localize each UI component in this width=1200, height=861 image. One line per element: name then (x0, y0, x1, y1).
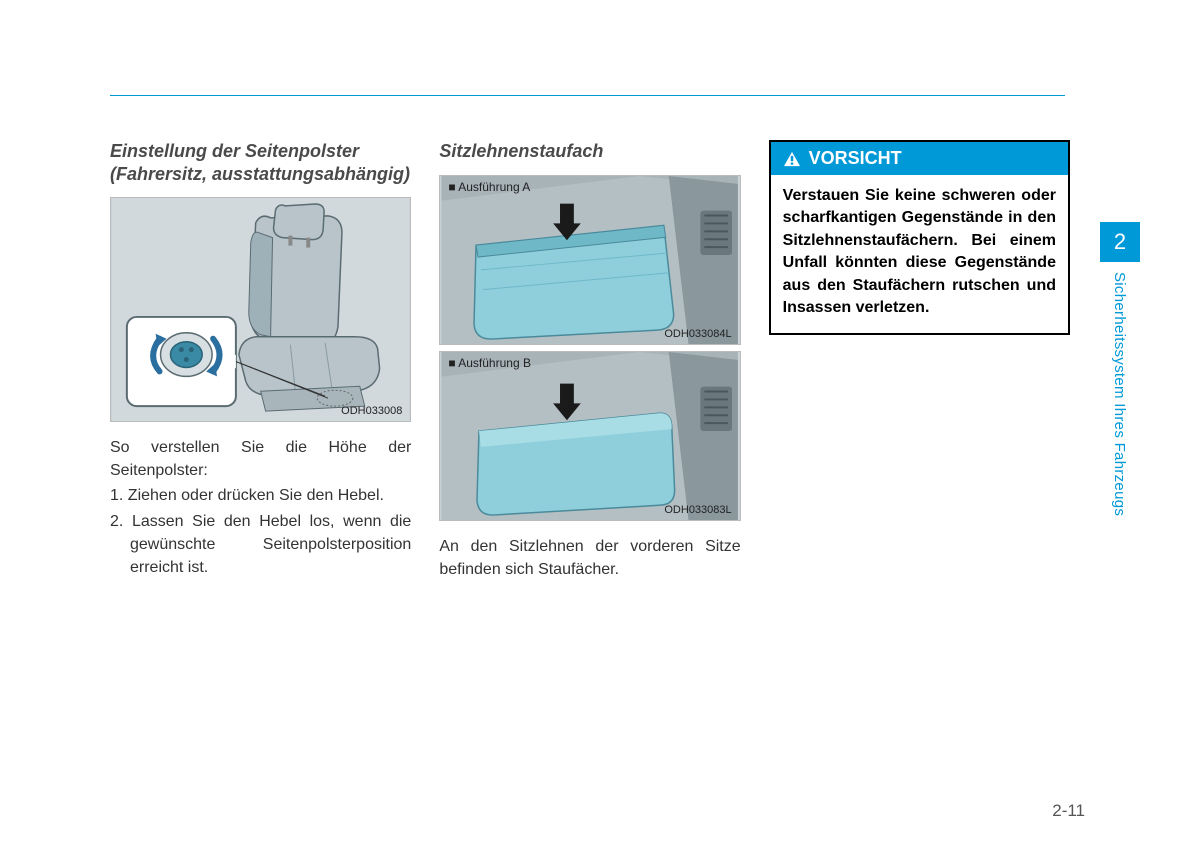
content-area: Einstellung der Seitenpolster (Fahrersit… (110, 140, 1070, 581)
seatback-pocket-a-illustration (440, 176, 739, 344)
step-2: 2. Lassen Sie den Hebel los, wenn die ge… (110, 510, 411, 580)
caution-title: VORSICHT (809, 148, 902, 169)
figure-code-a: ODH033084L (664, 328, 731, 340)
chapter-number: 2 (1100, 222, 1140, 262)
chapter-tab: 2 Sicherheitssystem Ihres Fahrzeugs (1100, 222, 1140, 516)
seatback-pocket-b-illustration (440, 352, 739, 520)
page-number: 2-11 (1052, 801, 1085, 821)
figure-code-b: ODH033083L (664, 504, 731, 516)
figure-label-b: ■ Ausführung B (448, 356, 531, 370)
figure-pocket-a: ■ Ausführung A ODH033084L (439, 175, 740, 345)
column-left: Einstellung der Seitenpolster (Fahrersit… (110, 140, 411, 581)
figure-seat-bolster: ODH033008 (110, 197, 411, 422)
caution-body-text: Verstauen Sie keine schweren oder scharf… (771, 175, 1068, 333)
pocket-caption: An den Sitzlehnen der vorderen Sitze bef… (439, 535, 740, 581)
step-1: 1. Ziehen oder drücken Sie den Hebel. (110, 484, 411, 507)
column-middle: Sitzlehnenstaufach (439, 140, 740, 581)
heading-pocket: Sitzlehnenstaufach (439, 140, 740, 163)
caution-header: VORSICHT (771, 142, 1068, 175)
figure-code-left: ODH033008 (341, 405, 402, 417)
intro-text: So verstellen Sie die Höhe der Seitenpol… (110, 436, 411, 482)
seat-bolster-illustration (111, 198, 410, 421)
figure-label-a: ■ Ausführung A (448, 180, 530, 194)
heading-bolster: Einstellung der Seitenpolster (Fahrersit… (110, 140, 411, 185)
header-rule (110, 95, 1065, 96)
warning-triangle-icon (783, 151, 801, 167)
figure-pocket-b: ■ Ausführung B ODH033083L (439, 351, 740, 521)
caution-box: VORSICHT Verstauen Sie keine schweren od… (769, 140, 1070, 335)
chapter-title: Sicherheitssystem Ihres Fahrzeugs (1100, 272, 1128, 516)
column-right: VORSICHT Verstauen Sie keine schweren od… (769, 140, 1070, 581)
